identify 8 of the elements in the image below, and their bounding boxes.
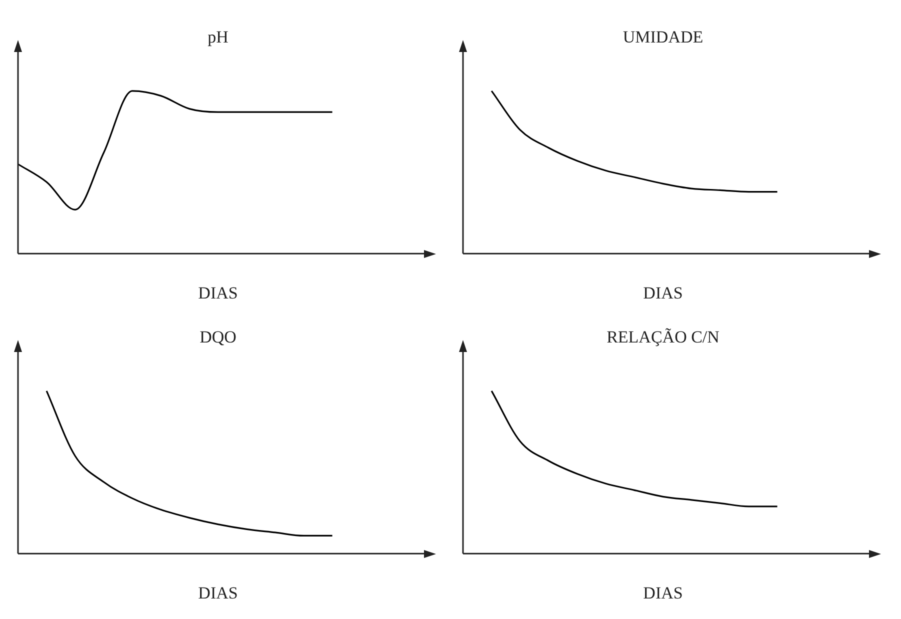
chart-title: pH (208, 28, 228, 47)
x-axis-title: DIAS (643, 583, 683, 602)
x-axis-title: DIAS (198, 583, 238, 602)
chart-title: DQO (200, 328, 236, 347)
chart-title: RELAÇÃO C/N (606, 328, 720, 347)
x-axis-title: DIAS (198, 283, 238, 302)
x-axis-title: DIAS (643, 283, 683, 302)
chart-title: UMIDADE (622, 28, 704, 47)
